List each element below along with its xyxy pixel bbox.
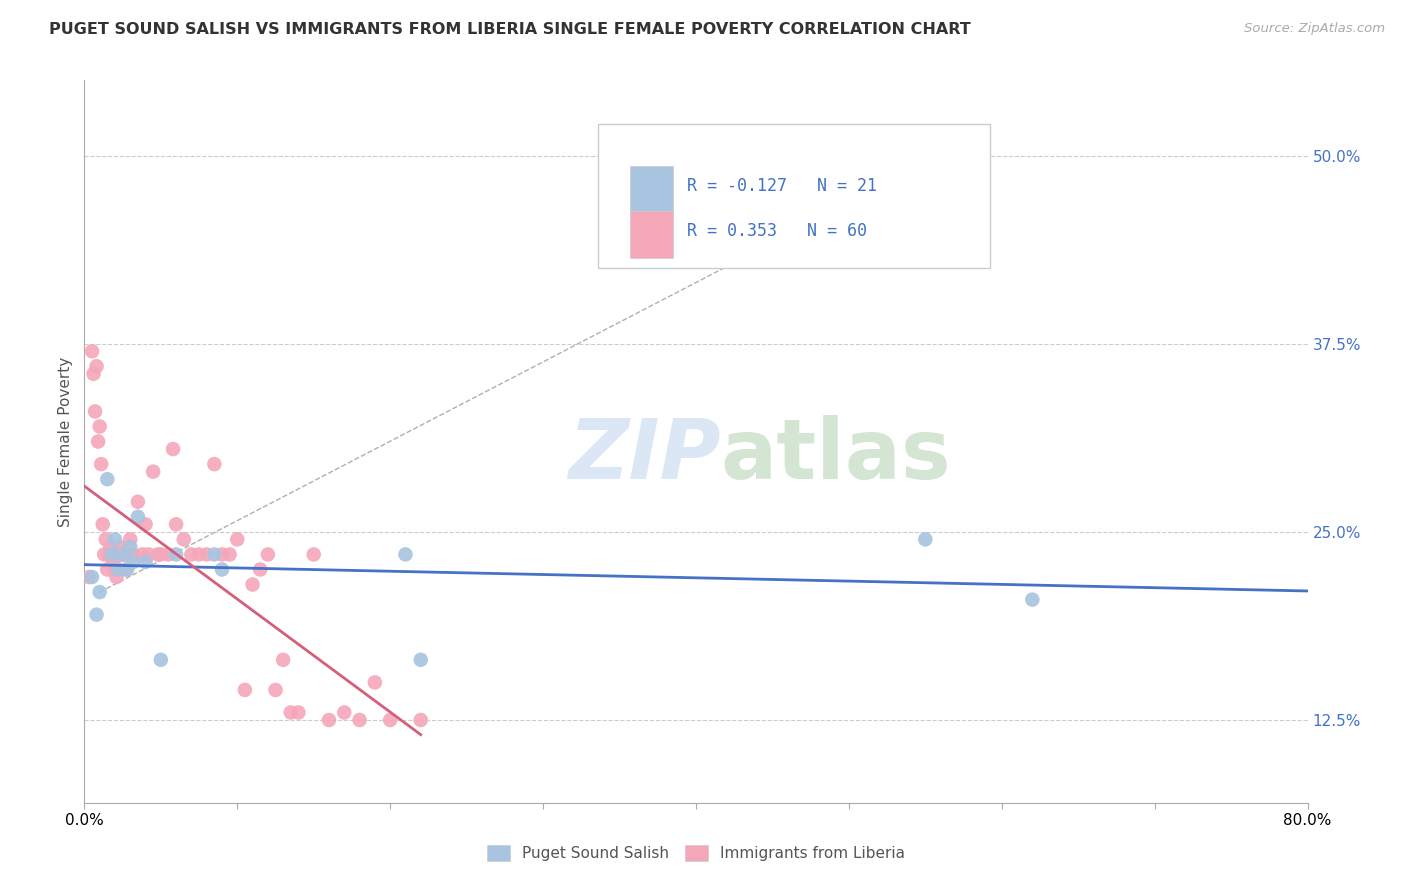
Point [86,607,108,622]
Point [90,457,112,471]
Point [257,548,280,562]
Point [202,548,225,562]
Point [138,548,160,562]
Y-axis label: Single Female Poverty: Single Female Poverty [58,357,73,526]
Point [409,713,432,727]
Point [127,509,149,524]
Bar [630,211,672,259]
Point [914,533,936,547]
Point [302,548,325,562]
Point [318,713,340,727]
Point [249,562,271,576]
Point [110,548,132,562]
Text: PUGET SOUND SALISH VS IMMIGRANTS FROM LIBERIA SINGLE FEMALE POVERTY CORRELATION : PUGET SOUND SALISH VS IMMIGRANTS FROM LI… [49,22,972,37]
Point [149,548,172,562]
Point [86,359,108,374]
Point [108,540,131,554]
Point [115,548,138,562]
Point [103,555,125,569]
Point [233,682,256,697]
Point [173,533,195,547]
Point [101,548,124,562]
Point [107,562,129,576]
Point [165,548,187,562]
Point [287,706,309,720]
Point [165,517,187,532]
Point [104,533,127,547]
Point [131,548,153,562]
Point [364,675,387,690]
Point [149,653,172,667]
Text: Source: ZipAtlas.com: Source: ZipAtlas.com [1244,22,1385,36]
Point [105,570,128,584]
Point [142,465,165,479]
FancyBboxPatch shape [598,124,990,268]
Legend: Puget Sound Salish, Immigrants from Liberia: Puget Sound Salish, Immigrants from Libe… [481,839,911,867]
Point [96,562,118,576]
Point [162,442,184,456]
Point [409,653,432,667]
Point [89,585,111,599]
Point [112,548,135,562]
Point [226,533,249,547]
Point [380,713,402,727]
Point [211,548,233,562]
Point [135,555,157,569]
Point [349,713,371,727]
Point [1021,592,1043,607]
Point [127,494,149,508]
Point [83,367,105,381]
Point [80,344,103,359]
Point [394,548,416,562]
Point [180,548,202,562]
Point [218,548,240,562]
Point [96,472,118,486]
Point [146,548,169,562]
Point [91,517,114,532]
Point [280,706,302,720]
Point [202,457,225,471]
Point [111,548,134,562]
Text: R = -0.127   N = 21: R = -0.127 N = 21 [688,177,877,194]
Point [101,548,124,562]
Point [122,548,145,562]
Point [94,533,117,547]
Point [97,548,120,562]
Point [188,548,211,562]
Point [89,419,111,434]
Text: atlas: atlas [720,416,952,497]
Point [157,548,180,562]
Point [122,555,145,569]
Point [111,548,134,562]
Point [77,570,100,584]
Point [333,706,356,720]
Point [80,570,103,584]
Point [87,434,110,449]
Point [115,562,138,576]
Bar [630,166,672,213]
Point [242,577,264,591]
Text: ZIP: ZIP [568,416,720,497]
Point [120,540,142,554]
Point [93,548,115,562]
Point [135,517,157,532]
Point [271,653,294,667]
Point [120,533,142,547]
Text: R = 0.353   N = 60: R = 0.353 N = 60 [688,222,868,240]
Point [195,548,218,562]
Point [107,548,129,562]
Point [104,562,127,576]
Point [84,404,107,418]
Point [264,682,287,697]
Point [211,562,233,576]
Point [98,540,121,554]
Point [114,562,136,576]
